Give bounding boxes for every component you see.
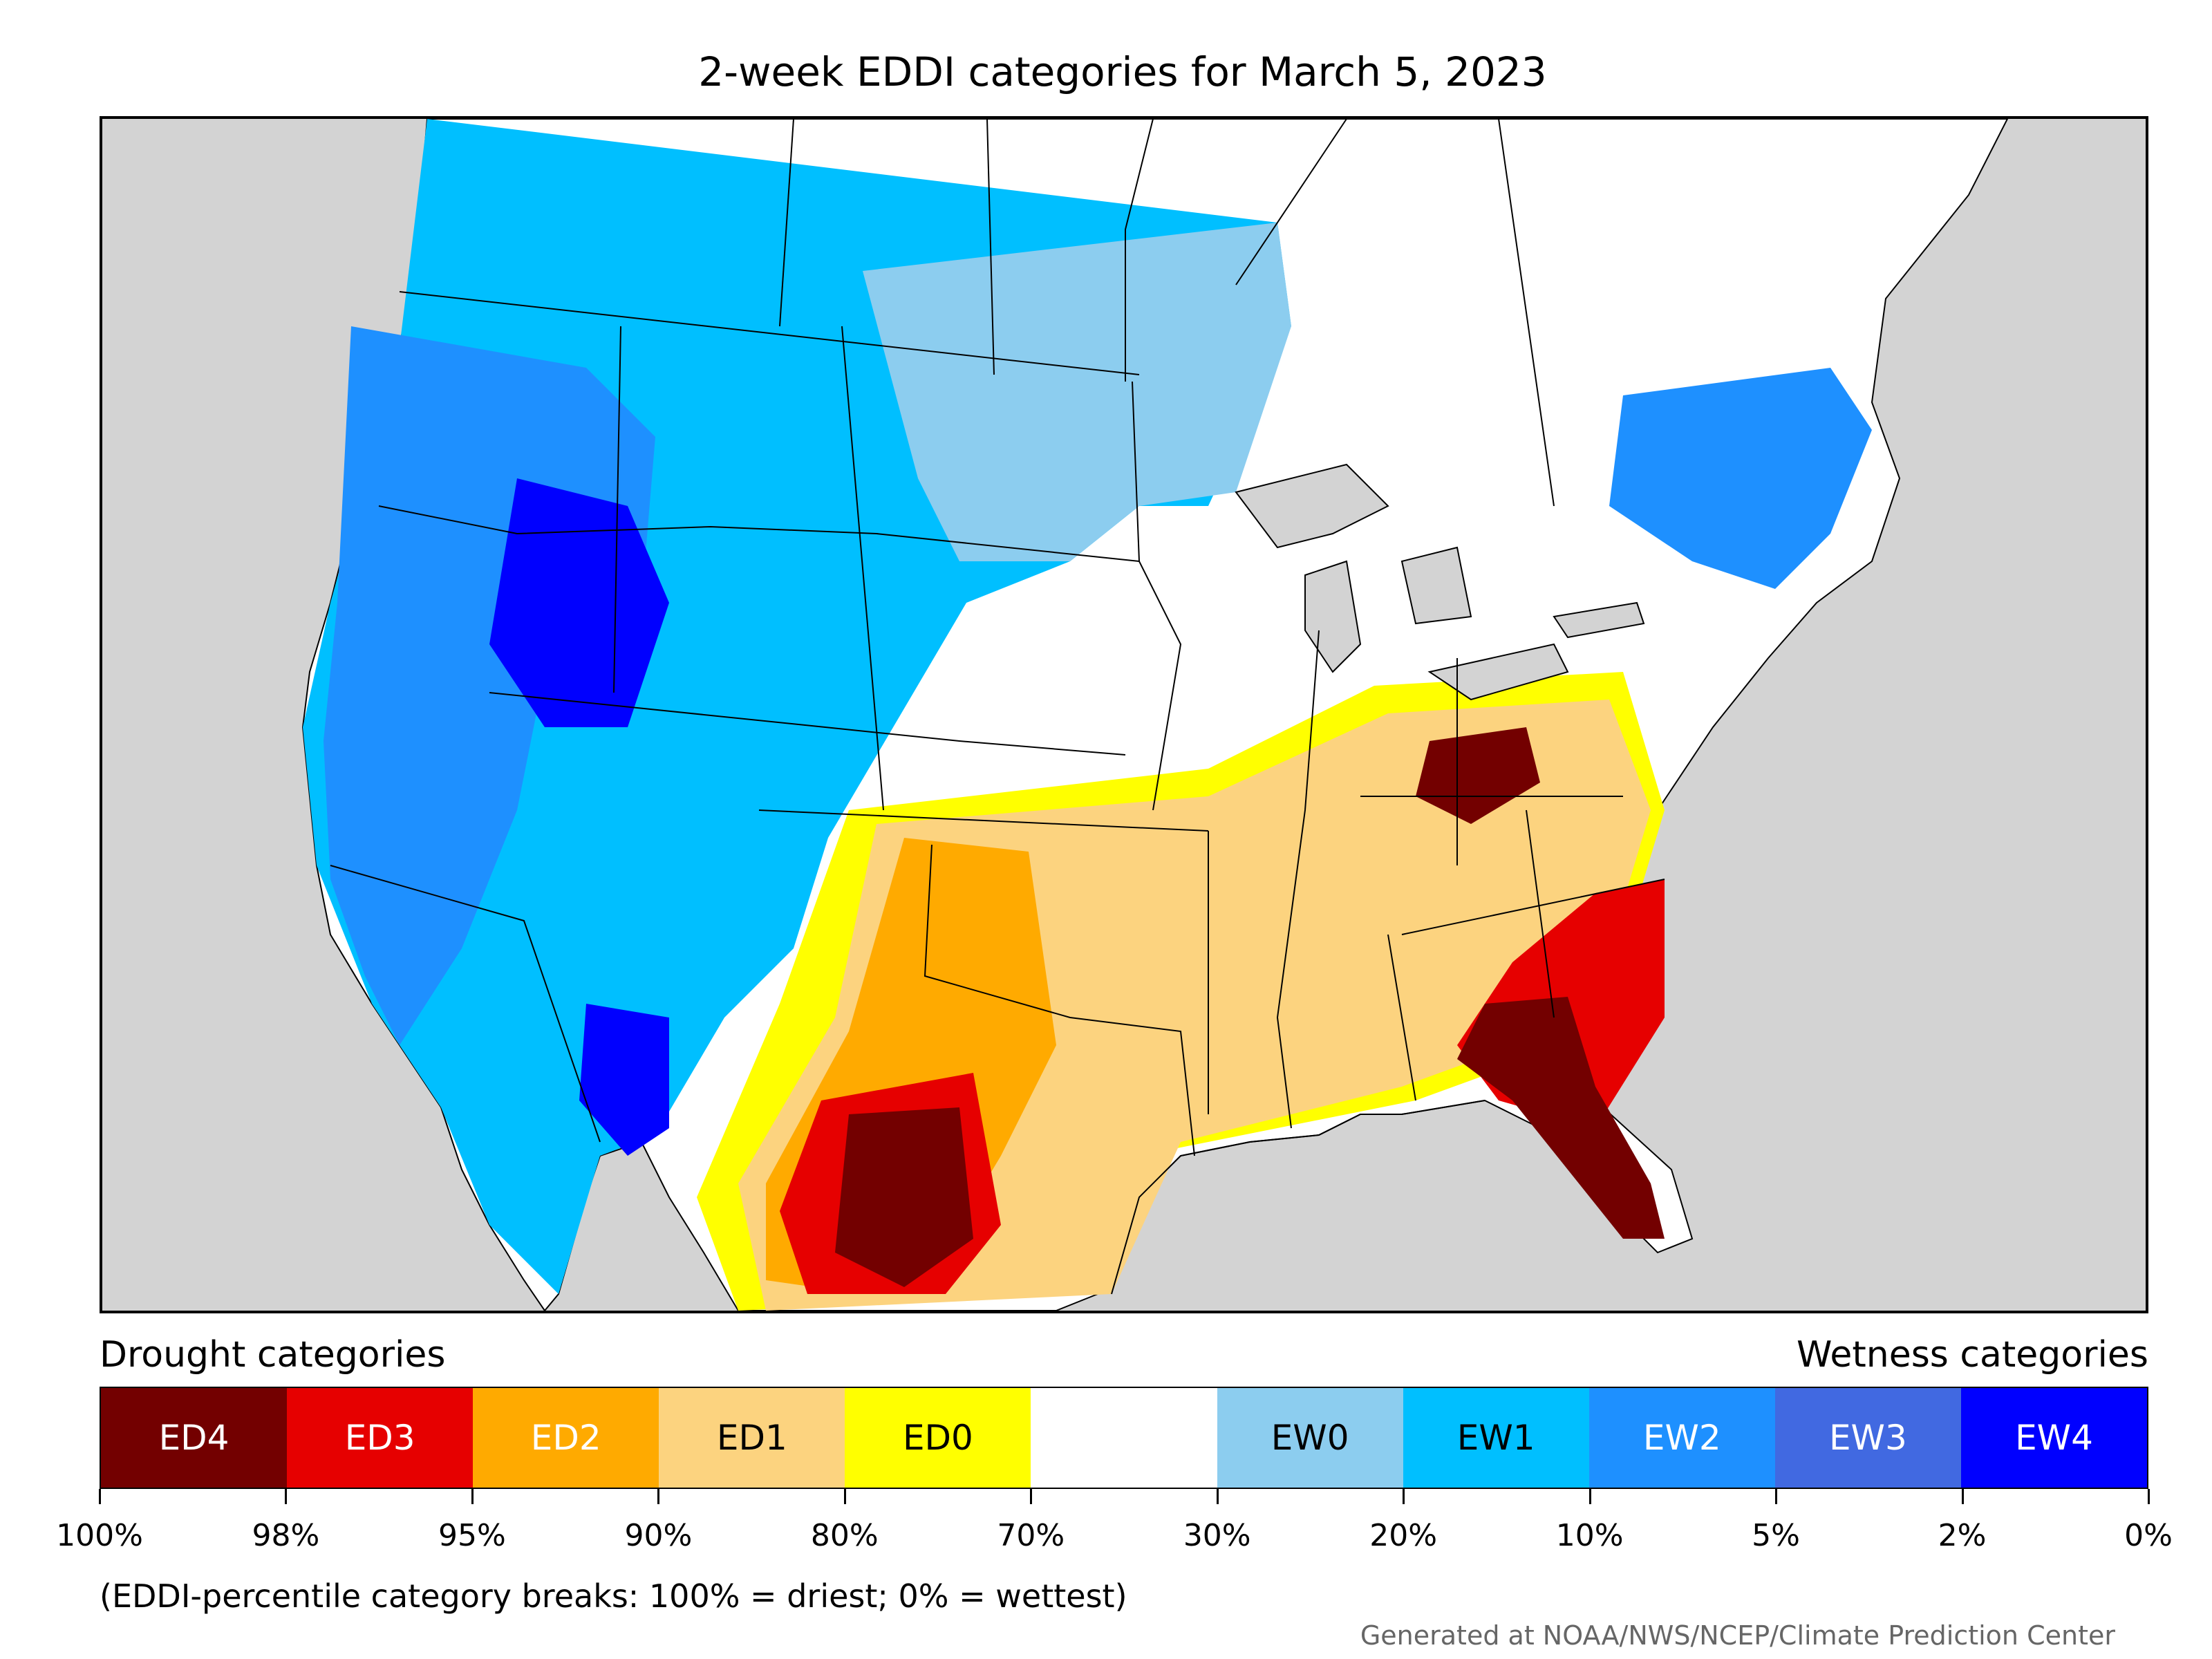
category-swatch-ed4: ED4 bbox=[101, 1388, 288, 1488]
break-tick bbox=[1588, 1489, 1591, 1504]
break-label: 30% bbox=[1183, 1518, 1251, 1553]
break-label: 2% bbox=[1938, 1518, 1987, 1553]
category-swatch-ed1: ED1 bbox=[659, 1388, 845, 1488]
category-color-bar: ED4 ED3 ED2 ED1 ED0 EW0 EW1 EW2 EW3 EW4 bbox=[100, 1387, 2148, 1489]
break-label: 0% bbox=[2124, 1518, 2173, 1553]
eddi-map-canvas bbox=[301, 119, 2009, 1311]
category-swatch-ew4: EW4 bbox=[1960, 1388, 2148, 1488]
category-break-note: (EDDI-percentile category breaks: 100% =… bbox=[100, 1577, 1127, 1615]
category-break-labels: 100% 98% 95% 90% 80% 70% 30% 20% 10% 5% 2% 0% bbox=[56, 1518, 2173, 1559]
break-tick bbox=[285, 1489, 288, 1504]
break-label: 95% bbox=[438, 1518, 506, 1553]
drought-categories-heading: Drought categories bbox=[100, 1334, 446, 1376]
break-tick bbox=[1775, 1489, 1778, 1504]
break-label: 98% bbox=[252, 1518, 320, 1553]
wetness-categories-heading: Wetness categories bbox=[1797, 1334, 2148, 1376]
break-label: 100% bbox=[56, 1518, 143, 1553]
break-label: 5% bbox=[1752, 1518, 1800, 1553]
drought-ed4-florida bbox=[1457, 997, 1665, 1239]
category-ticks bbox=[99, 1489, 2150, 1510]
category-swatch-ed3: ED3 bbox=[287, 1388, 474, 1488]
break-label: 20% bbox=[1369, 1518, 1438, 1553]
break-tick bbox=[1216, 1489, 1219, 1504]
wetness-ew4-region bbox=[489, 478, 669, 727]
drought-ed4-ohio-valley bbox=[1416, 727, 1540, 824]
gulf-of-mexico-shore bbox=[1111, 1100, 1485, 1295]
drought-ed4-texas bbox=[835, 1107, 973, 1287]
break-tick bbox=[1961, 1489, 1964, 1504]
break-tick bbox=[1403, 1489, 1405, 1504]
great-lakes bbox=[1235, 463, 1645, 701]
break-label: 90% bbox=[624, 1518, 693, 1553]
category-swatch-ew3: EW3 bbox=[1774, 1388, 1961, 1488]
break-tick bbox=[99, 1489, 101, 1504]
break-tick bbox=[1030, 1489, 1033, 1504]
wetness-ew4-south bbox=[579, 1004, 669, 1156]
map-title: 2-week EDDI categories for March 5, 2023 bbox=[698, 48, 1547, 95]
eddi-map bbox=[100, 116, 2148, 1313]
break-tick bbox=[2148, 1489, 2150, 1504]
category-swatch-ed2: ED2 bbox=[473, 1388, 659, 1488]
break-tick bbox=[657, 1489, 660, 1504]
break-label: 70% bbox=[997, 1518, 1065, 1553]
category-swatch-ew1: EW1 bbox=[1403, 1388, 1589, 1488]
category-swatch-ew2: EW2 bbox=[1588, 1388, 1775, 1488]
break-tick bbox=[843, 1489, 846, 1504]
state-borders bbox=[330, 119, 1665, 1156]
break-label: 10% bbox=[1555, 1518, 1624, 1553]
category-swatch-normal bbox=[1031, 1388, 1217, 1488]
category-swatch-ew0: EW0 bbox=[1217, 1388, 1403, 1488]
wetness-northeast bbox=[1609, 368, 1872, 589]
wetness-ew0-region bbox=[863, 223, 1291, 561]
break-label: 80% bbox=[810, 1518, 879, 1553]
credit-line: Generated at NOAA/NWS/NCEP/Climate Predi… bbox=[1360, 1620, 2115, 1651]
break-tick bbox=[471, 1489, 474, 1504]
category-swatch-ed0: ED0 bbox=[845, 1388, 1031, 1488]
